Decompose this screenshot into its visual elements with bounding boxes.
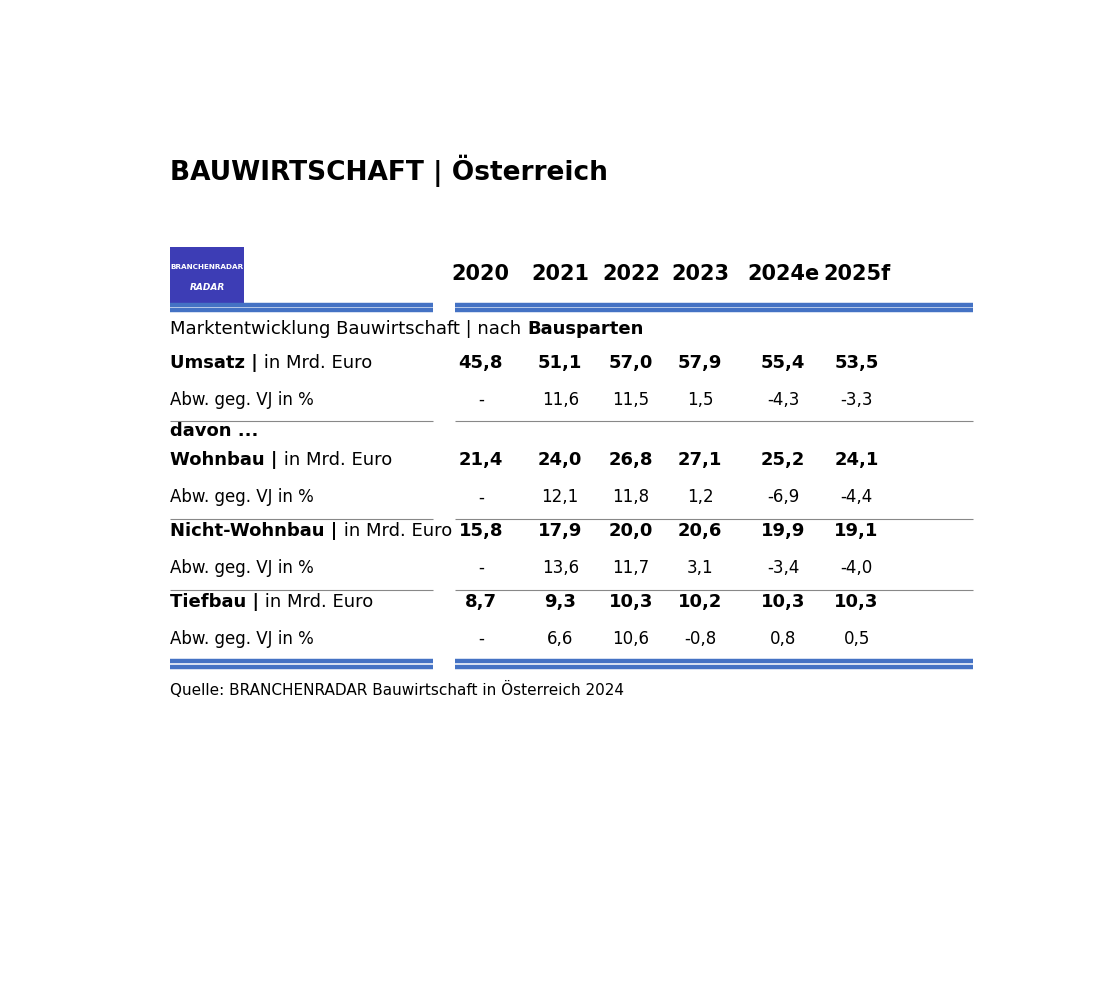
- Text: 2023: 2023: [671, 264, 729, 284]
- Text: in Mrd. Euro: in Mrd. Euro: [260, 593, 374, 611]
- Text: Abw. geg. VJ in %: Abw. geg. VJ in %: [171, 488, 314, 506]
- Text: 2021: 2021: [531, 264, 589, 284]
- Text: 12,1: 12,1: [542, 488, 579, 506]
- Text: Marktentwicklung Bauwirtschaft | nach: Marktentwicklung Bauwirtschaft | nach: [171, 320, 527, 338]
- Text: 10,3: 10,3: [609, 593, 653, 611]
- Text: 45,8: 45,8: [458, 354, 503, 372]
- Text: -: -: [477, 391, 484, 409]
- Text: in Mrd. Euro: in Mrd. Euro: [278, 451, 392, 469]
- Text: 57,9: 57,9: [678, 354, 723, 372]
- Text: 17,9: 17,9: [539, 522, 582, 540]
- Text: 24,0: 24,0: [539, 451, 582, 469]
- Text: 11,5: 11,5: [612, 391, 650, 409]
- Text: 2025f: 2025f: [823, 264, 890, 284]
- Text: 10,2: 10,2: [678, 593, 723, 611]
- Text: 2022: 2022: [602, 264, 660, 284]
- Text: -: -: [477, 559, 484, 577]
- Text: 15,8: 15,8: [458, 522, 503, 540]
- Text: Tiefbau |: Tiefbau |: [171, 593, 260, 611]
- Text: davon ...: davon ...: [171, 422, 259, 440]
- Text: -4,0: -4,0: [841, 559, 873, 577]
- FancyBboxPatch shape: [171, 247, 244, 305]
- Text: BRANCHENRADAR: BRANCHENRADAR: [171, 264, 244, 270]
- Text: 2020: 2020: [452, 264, 510, 284]
- Text: 55,4: 55,4: [760, 354, 805, 372]
- Text: 26,8: 26,8: [609, 451, 653, 469]
- Text: 51,1: 51,1: [539, 354, 582, 372]
- Text: -3,3: -3,3: [841, 391, 873, 409]
- Text: in Mrd. Euro: in Mrd. Euro: [259, 354, 372, 372]
- Text: Abw. geg. VJ in %: Abw. geg. VJ in %: [171, 559, 314, 577]
- Text: 20,0: 20,0: [609, 522, 653, 540]
- Text: -4,4: -4,4: [841, 488, 873, 506]
- Text: Bausparten: Bausparten: [527, 320, 643, 338]
- Text: 6,6: 6,6: [547, 630, 573, 648]
- Text: -6,9: -6,9: [767, 488, 799, 506]
- Text: Quelle: BRANCHENRADAR Bauwirtschaft in Österreich 2024: Quelle: BRANCHENRADAR Bauwirtschaft in Ö…: [171, 681, 624, 698]
- Text: 2024e: 2024e: [747, 264, 820, 284]
- Text: 24,1: 24,1: [834, 451, 879, 469]
- Text: 0,5: 0,5: [843, 630, 870, 648]
- Text: RADAR: RADAR: [190, 283, 225, 292]
- Text: 20,6: 20,6: [678, 522, 723, 540]
- Text: 11,6: 11,6: [542, 391, 579, 409]
- Text: Nicht-Wohnbau |: Nicht-Wohnbau |: [171, 522, 338, 540]
- Text: 10,3: 10,3: [834, 593, 879, 611]
- Text: 19,9: 19,9: [760, 522, 805, 540]
- Text: 13,6: 13,6: [542, 559, 579, 577]
- Text: 27,1: 27,1: [678, 451, 723, 469]
- Text: 11,7: 11,7: [612, 559, 650, 577]
- Text: 57,0: 57,0: [609, 354, 653, 372]
- Text: 9,3: 9,3: [544, 593, 576, 611]
- Text: -4,3: -4,3: [767, 391, 799, 409]
- Text: -: -: [477, 488, 484, 506]
- Text: Umsatz |: Umsatz |: [171, 354, 259, 372]
- Text: in Mrd. Euro: in Mrd. Euro: [338, 522, 452, 540]
- Text: 21,4: 21,4: [458, 451, 503, 469]
- Text: 1,2: 1,2: [687, 488, 714, 506]
- Text: -0,8: -0,8: [685, 630, 716, 648]
- Text: -3,4: -3,4: [767, 559, 799, 577]
- Text: Abw. geg. VJ in %: Abw. geg. VJ in %: [171, 391, 314, 409]
- Text: Abw. geg. VJ in %: Abw. geg. VJ in %: [171, 630, 314, 648]
- Text: 10,6: 10,6: [612, 630, 650, 648]
- Text: 11,8: 11,8: [612, 488, 650, 506]
- Text: -: -: [477, 630, 484, 648]
- Text: 19,1: 19,1: [834, 522, 879, 540]
- Text: 10,3: 10,3: [760, 593, 805, 611]
- Text: Wohnbau |: Wohnbau |: [171, 451, 278, 469]
- Text: 8,7: 8,7: [465, 593, 496, 611]
- Text: 1,5: 1,5: [687, 391, 714, 409]
- Text: BAUWIRTSCHAFT | Österreich: BAUWIRTSCHAFT | Österreich: [171, 155, 609, 187]
- Text: 3,1: 3,1: [687, 559, 714, 577]
- Text: 0,8: 0,8: [770, 630, 796, 648]
- Text: 25,2: 25,2: [760, 451, 805, 469]
- Text: 53,5: 53,5: [834, 354, 879, 372]
